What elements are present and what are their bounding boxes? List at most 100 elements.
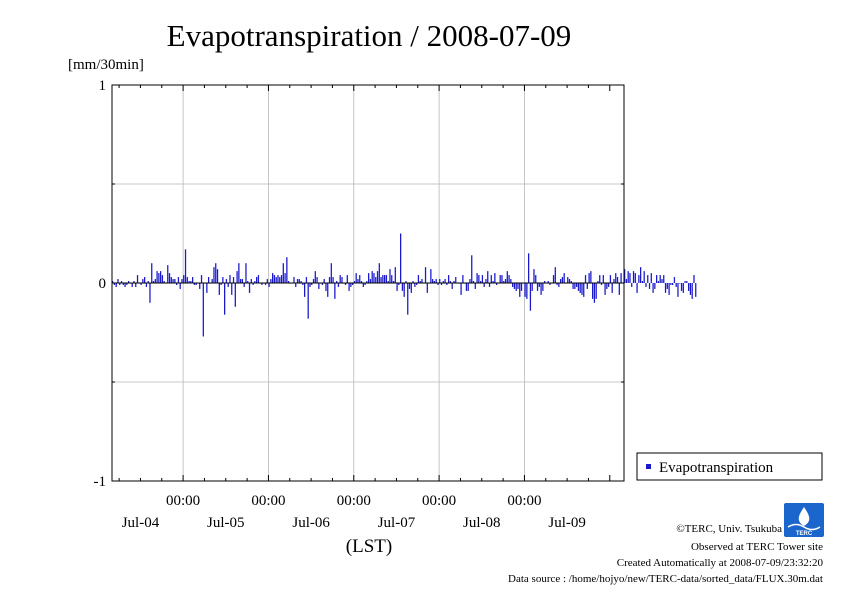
bar <box>305 277 308 283</box>
bar <box>474 283 476 289</box>
bar <box>350 283 352 287</box>
x-tick-time-label: 00:00 <box>251 493 285 509</box>
bar <box>158 273 160 283</box>
bar <box>503 281 505 283</box>
bar <box>430 269 432 283</box>
bar <box>560 279 562 283</box>
bar <box>215 263 217 283</box>
bar <box>407 283 409 315</box>
bar <box>593 283 596 303</box>
x-axis-ticks: 00:00 00:00 00:00 00:00 00:00 Jul-04 Jul-05 Jul… <box>118 85 611 531</box>
bar <box>668 283 670 295</box>
bar <box>693 275 695 283</box>
bar <box>435 279 437 283</box>
bar <box>364 283 366 285</box>
bar <box>273 275 276 283</box>
bar <box>337 283 340 287</box>
chart-title: Evapotranspiration / 2008-07-09 <box>167 18 572 53</box>
bar <box>401 283 404 291</box>
bar <box>640 267 642 283</box>
bar <box>620 273 622 283</box>
bar <box>234 283 236 307</box>
bar <box>231 283 233 295</box>
bar <box>570 281 572 283</box>
y-tick-label: -1 <box>94 474 107 490</box>
bar <box>576 283 578 287</box>
bar <box>538 283 540 287</box>
created-text: Created Automatically at 2008-07-09/23:3… <box>617 557 824 569</box>
bar <box>156 271 158 283</box>
bar <box>444 279 446 283</box>
bar <box>170 277 172 283</box>
bar <box>513 283 516 289</box>
bar <box>295 283 297 287</box>
x-tick-date-label: Jul-04 <box>122 515 160 531</box>
bar <box>629 273 631 283</box>
bar <box>213 267 215 283</box>
bar <box>359 275 361 283</box>
bar <box>195 283 197 285</box>
bar <box>307 283 309 319</box>
bar <box>314 271 316 283</box>
bar <box>380 277 382 283</box>
bar <box>151 263 153 283</box>
x-tick-date-label: Jul-06 <box>292 515 330 531</box>
bar <box>384 275 386 283</box>
bar <box>348 283 350 291</box>
bar <box>528 253 530 283</box>
bar <box>686 281 688 283</box>
bar <box>529 283 532 311</box>
bar <box>547 281 549 283</box>
bar <box>535 275 537 283</box>
bar <box>382 275 384 283</box>
bar <box>184 249 187 283</box>
bar <box>583 283 585 297</box>
bar <box>680 283 683 291</box>
bar <box>647 275 649 283</box>
bar <box>172 279 174 283</box>
bar <box>391 275 393 283</box>
bar <box>288 281 290 283</box>
bar <box>549 283 551 285</box>
bar <box>275 277 277 283</box>
bar <box>453 281 455 283</box>
x-tick-time-label: 00:00 <box>422 493 456 509</box>
bar <box>675 283 677 287</box>
bar <box>236 271 238 283</box>
bar <box>590 271 592 283</box>
bar <box>385 275 388 283</box>
bar <box>663 275 665 283</box>
bar <box>394 267 396 283</box>
bar <box>433 281 436 283</box>
bar <box>211 279 213 283</box>
bar <box>241 279 244 283</box>
bar <box>176 283 178 285</box>
bar <box>616 277 619 283</box>
bar <box>268 283 270 287</box>
bar <box>471 255 473 283</box>
bar <box>334 283 336 299</box>
bar <box>544 281 546 283</box>
bar <box>604 283 606 295</box>
bar <box>277 275 279 283</box>
bar <box>216 269 219 283</box>
bar <box>487 271 489 283</box>
bar <box>643 271 645 283</box>
y-axis-ticks: 1 0 -1 <box>94 78 624 490</box>
bar <box>227 283 229 287</box>
bar <box>366 281 368 283</box>
bar <box>531 283 533 291</box>
bar <box>371 271 373 283</box>
bar <box>416 283 418 285</box>
bar <box>659 275 661 283</box>
bar <box>152 281 155 283</box>
bar <box>133 281 135 283</box>
bar <box>344 283 347 285</box>
bar <box>478 275 480 283</box>
bar <box>368 273 370 283</box>
bar <box>200 275 203 283</box>
bar <box>508 275 510 283</box>
bar <box>584 275 587 283</box>
bar <box>229 275 231 283</box>
bar <box>638 275 640 283</box>
